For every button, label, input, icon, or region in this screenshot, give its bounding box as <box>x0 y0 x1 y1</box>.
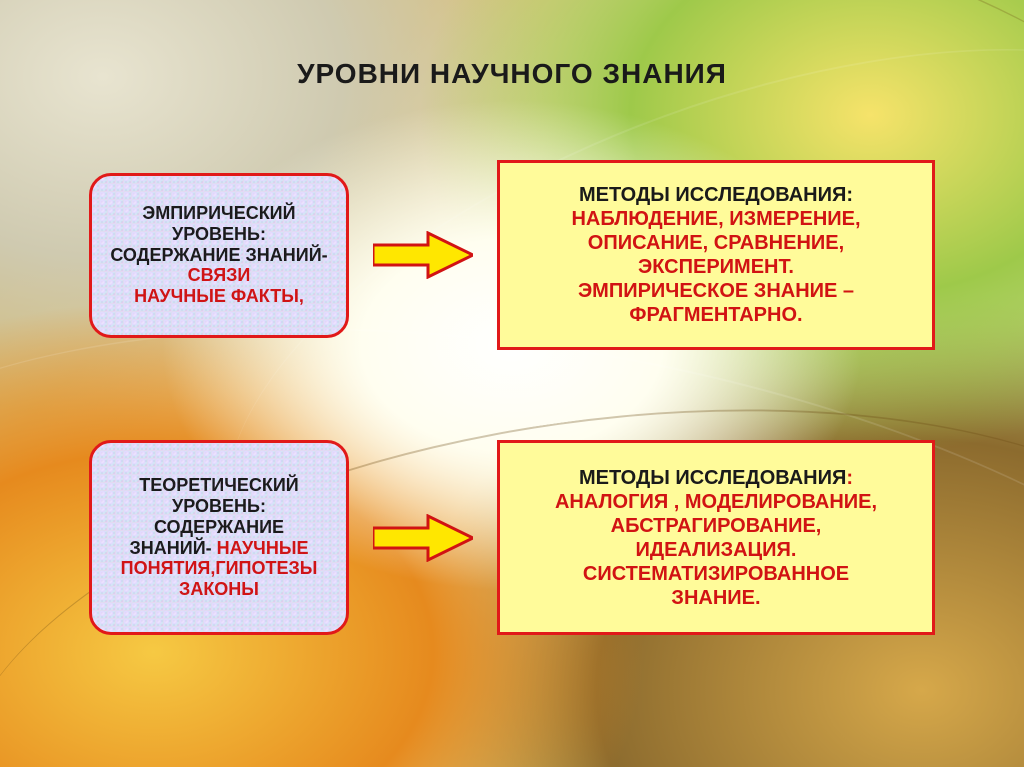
box-line: МЕТОДЫ ИССЛЕДОВАНИЯ: <box>579 183 853 207</box>
box-line: АБСТРАГИРОВАНИЕ, <box>611 514 822 538</box>
box-line: АНАЛОГИЯ , МОДЕЛИРОВАНИЕ, <box>555 490 877 514</box>
box-line: ЗНАНИЕ. <box>671 586 760 610</box>
arrow-right-icon <box>373 514 473 562</box>
box-line: МЕТОДЫ ИССЛЕДОВАНИЯ: <box>579 466 853 490</box>
bg-stroke <box>148 0 1024 767</box>
theoretical-methods-box: МЕТОДЫ ИССЛЕДОВАНИЯ:АНАЛОГИЯ , МОДЕЛИРОВ… <box>497 440 935 635</box>
box-line: ОПИСАНИЕ, СРАВНЕНИЕ, <box>588 231 844 255</box>
box-line: НАУЧНЫЕ ФАКТЫ, <box>134 286 304 307</box>
box-line: ЭКСПЕРИМЕНТ. <box>638 255 794 279</box>
box-line: ЭМПИРИЧЕСКОЕ ЗНАНИЕ – <box>578 279 854 303</box>
box-line: ЗАКОНЫ <box>179 579 259 600</box>
box-line: ТЕОРЕТИЧЕСКИЙ <box>139 475 298 496</box>
box-line: ФРАГМЕНТАРНО. <box>629 303 802 327</box>
box-line: СОДЕРЖАНИЕ ЗНАНИЙ- <box>110 245 327 266</box>
empirical-level-box: ЭМПИРИЧЕСКИЙУРОВЕНЬ:СОДЕРЖАНИЕ ЗНАНИЙ-СВ… <box>89 173 349 338</box>
box-line: УРОВЕНЬ: <box>172 224 266 245</box>
slide-canvas: УРОВНИ НАУЧНОГО ЗНАНИЯ ЭМПИРИЧЕСКИЙУРОВЕ… <box>0 0 1024 767</box>
box-line: СВЯЗИ <box>188 265 251 286</box>
box-line: СОДЕРЖАНИЕ <box>154 517 284 538</box>
box-line: НАБЛЮДЕНИЕ, ИЗМЕРЕНИЕ, <box>571 207 860 231</box>
box-line: ИДЕАЛИЗАЦИЯ. <box>636 538 797 562</box>
theoretical-level-box: ТЕОРЕТИЧЕСКИЙУРОВЕНЬ:СОДЕРЖАНИЕЗНАНИЙ- Н… <box>89 440 349 635</box>
diagram-row: ТЕОРЕТИЧЕСКИЙУРОВЕНЬ:СОДЕРЖАНИЕЗНАНИЙ- Н… <box>0 440 1024 635</box>
box-line: СИСТЕМАТИЗИРОВАННОЕ <box>583 562 849 586</box>
box-line: ЭМПИРИЧЕСКИЙ <box>142 203 295 224</box>
empirical-methods-box: МЕТОДЫ ИССЛЕДОВАНИЯ:НАБЛЮДЕНИЕ, ИЗМЕРЕНИ… <box>497 160 935 350</box>
diagram-row: ЭМПИРИЧЕСКИЙУРОВЕНЬ:СОДЕРЖАНИЕ ЗНАНИЙ-СВ… <box>0 160 1024 350</box>
arrow-right-icon <box>373 231 473 279</box>
slide-title: УРОВНИ НАУЧНОГО ЗНАНИЯ <box>0 58 1024 90</box>
box-line: УРОВЕНЬ: <box>172 496 266 517</box>
box-line: ПОНЯТИЯ,ГИПОТЕЗЫ <box>121 558 318 579</box>
box-line: ЗНАНИЙ- НАУЧНЫЕ <box>130 538 309 559</box>
